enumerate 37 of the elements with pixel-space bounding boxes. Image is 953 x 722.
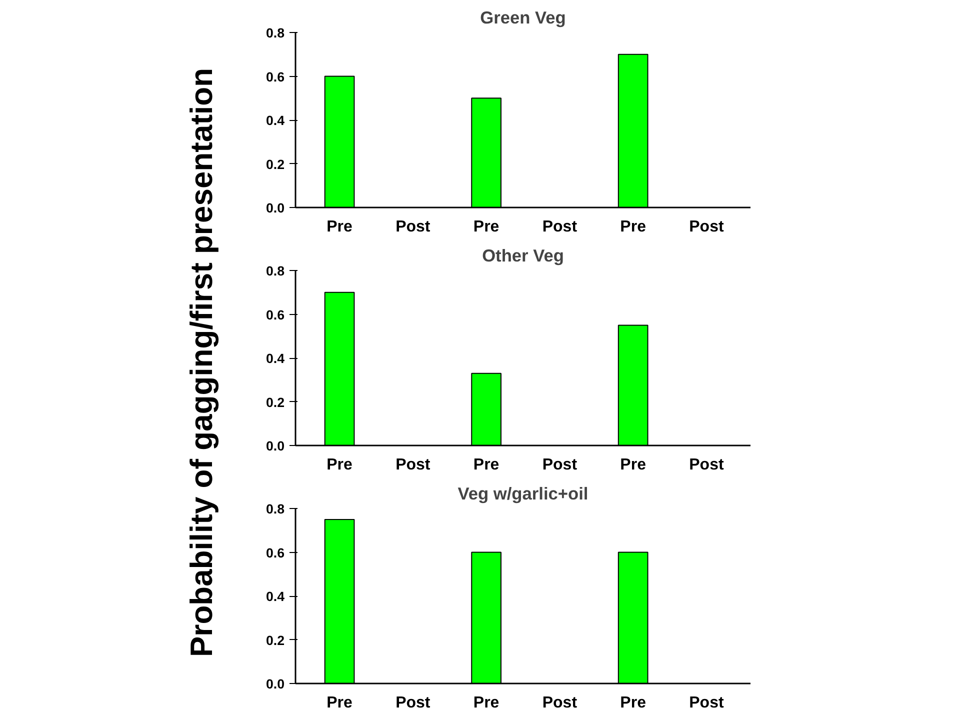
y-tick-label: 0.2 [266, 632, 285, 648]
x-tick-label: Pre [620, 456, 646, 474]
y-tick-label: 0.0 [266, 200, 285, 216]
y-tick-label: 0.8 [266, 26, 285, 40]
x-tick-label: Post [396, 218, 431, 236]
x-tick-label: Pre [473, 694, 500, 712]
y-axis-title: Probability of gagging/first presentation [183, 67, 220, 657]
x-tick-label: Post [689, 456, 724, 474]
x-tick-label: Post [542, 694, 578, 712]
x-tick-label: Pre [326, 694, 353, 712]
x-tick-label: Pre [473, 456, 500, 474]
chart-title: Other Veg [482, 246, 564, 266]
x-tick-label: Post [396, 694, 431, 712]
y-tick-label: 0.4 [266, 351, 286, 366]
x-tick-label: Pre [326, 456, 353, 474]
y-tick-label: 0.0 [266, 438, 285, 454]
y-tick-label: 0.6 [266, 69, 285, 84]
y-tick-label: 0.8 [266, 502, 285, 516]
chart-title: Veg w/garlic+oil [458, 484, 588, 504]
x-tick-label: Pre [326, 218, 353, 236]
y-tick-label: 0.6 [266, 307, 285, 322]
x-tick-label: Post [396, 456, 431, 474]
y-tick-label: 0.6 [266, 545, 285, 560]
x-tick-label: Pre [620, 218, 646, 236]
x-tick-label: Pre [620, 694, 646, 712]
x-tick-label: Post [542, 456, 578, 474]
y-tick-label: 0.8 [266, 264, 285, 278]
x-tick-label: Post [542, 218, 578, 236]
chart-title: Green Veg [480, 8, 566, 28]
x-tick-label: Post [689, 694, 724, 712]
y-tick-label: 0.4 [266, 589, 286, 604]
x-tick-label: Post [689, 218, 724, 236]
y-tick-label: 0.4 [266, 113, 286, 128]
y-tick-label: 0.0 [266, 676, 285, 692]
y-tick-label: 0.2 [266, 156, 285, 172]
y-tick-label: 0.2 [266, 394, 285, 410]
x-tick-label: Pre [473, 218, 500, 236]
